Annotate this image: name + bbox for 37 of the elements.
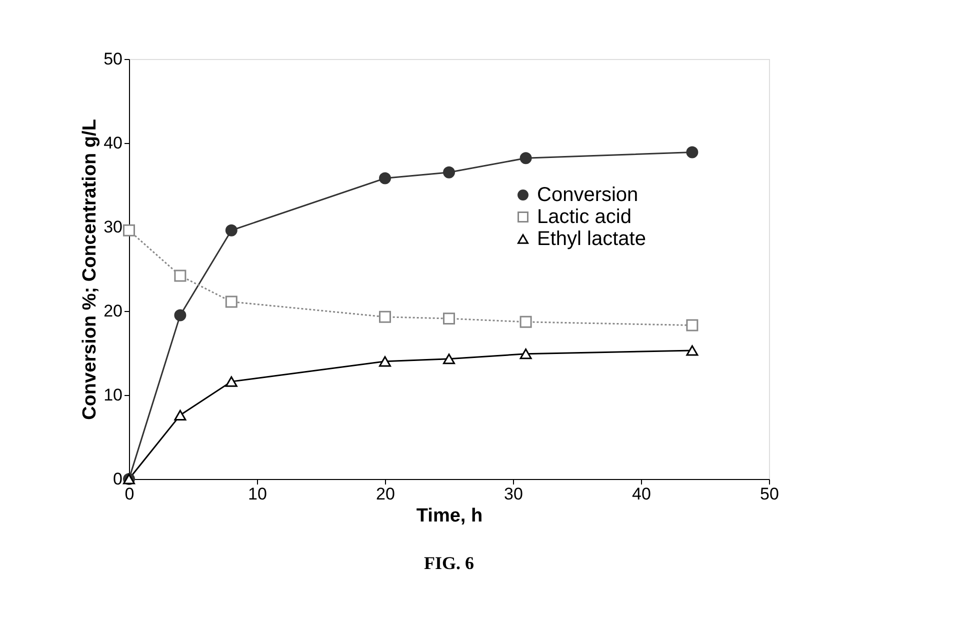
point xyxy=(520,348,532,360)
point xyxy=(379,310,391,323)
point xyxy=(225,224,238,236)
point xyxy=(174,410,186,420)
point xyxy=(520,316,532,328)
point xyxy=(686,319,698,332)
point xyxy=(686,345,698,356)
y-tick-label: 20 xyxy=(104,302,122,320)
legend-label: Conversion xyxy=(537,184,638,206)
point xyxy=(443,354,455,364)
point xyxy=(225,376,238,387)
x-tick-label: 0 xyxy=(124,484,134,504)
y-tick-label: 0 xyxy=(113,470,122,488)
point xyxy=(379,356,391,367)
caption: FIG. 6 xyxy=(424,553,474,573)
legend-label: Lactic acid xyxy=(537,206,632,228)
x-tick-label: 40 xyxy=(632,484,651,504)
x-tick-label: 20 xyxy=(376,484,395,504)
legend-label: Ethyl lactate xyxy=(537,228,646,250)
point xyxy=(686,146,698,158)
y-tick-label: 50 xyxy=(104,50,122,68)
point xyxy=(174,309,186,322)
x-tick-label: 30 xyxy=(504,484,523,504)
point xyxy=(123,224,135,236)
point xyxy=(379,172,391,184)
point xyxy=(174,270,186,282)
point xyxy=(443,166,455,178)
point xyxy=(520,152,532,164)
point xyxy=(225,296,238,308)
point xyxy=(443,312,455,325)
x-tick-label: 50 xyxy=(760,484,779,504)
x-axis-title: Time, h xyxy=(416,506,483,526)
y-tick-label: 30 xyxy=(104,218,122,236)
y-tick-label: 40 xyxy=(104,134,122,152)
x-tick-label: 10 xyxy=(248,484,267,504)
y-axis-title: Conversion %; Concentration g/L xyxy=(80,118,101,420)
y-tick-label: 10 xyxy=(104,386,122,404)
